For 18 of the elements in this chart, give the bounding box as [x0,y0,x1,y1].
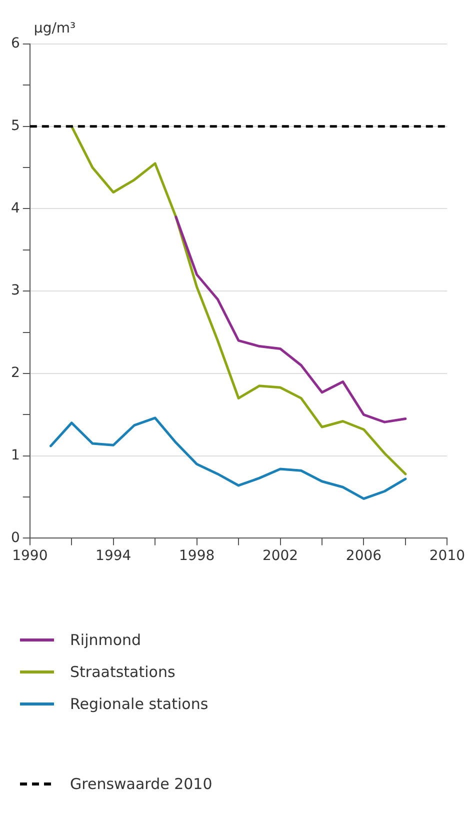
x-tick-label: 1994 [96,548,132,564]
y-tick-label: 5 [10,118,20,134]
y-tick-label: 6 [10,36,20,52]
x-tick-label: 1998 [179,548,215,564]
y-axis-title: µg/m³ [34,20,76,37]
legend-label: Grenswaarde 2010 [70,775,212,793]
y-tick-label: 1 [10,447,20,464]
x-tick-label: 1990 [12,548,48,564]
y-tick-label: 4 [10,200,20,216]
legend-label: Rijnmond [70,631,142,649]
legend-label: Regionale stations [70,695,208,713]
x-tick-label: 2010 [429,548,466,564]
x-tick-label: 2006 [346,548,382,564]
y-tick-label: 2 [10,365,20,382]
y-tick-label: 3 [10,282,20,299]
legend-label: Straatstations [70,663,176,681]
x-tick-label: 2002 [262,548,298,564]
y-tick-label: 0 [10,530,20,546]
